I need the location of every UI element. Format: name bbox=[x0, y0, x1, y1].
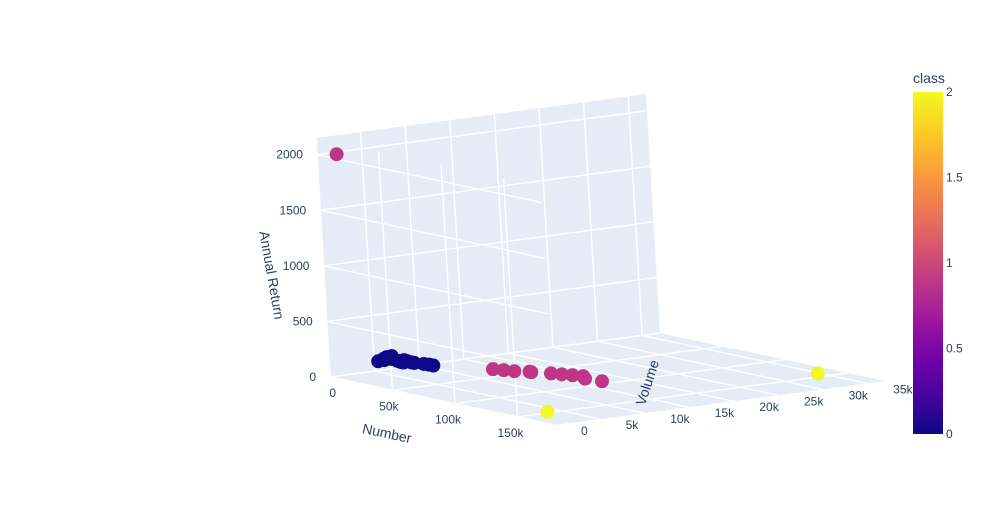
gridline-x bbox=[454, 358, 786, 405]
data-point bbox=[496, 363, 511, 378]
z-tick-label: 500 bbox=[293, 314, 313, 328]
gridline-y bbox=[538, 108, 554, 348]
gridline-z bbox=[316, 153, 543, 204]
y-tick-label: 35k bbox=[893, 382, 913, 396]
gridline-y bbox=[552, 346, 779, 396]
x-tick-label: 100k bbox=[435, 413, 462, 427]
gridline-z bbox=[329, 332, 661, 378]
scene-3d[interactable]: 0 50k 100k 150k 0 5k 10k 15k 20k 25k 30k 35k 0 500 100… bbox=[256, 94, 914, 446]
data-point bbox=[426, 358, 441, 373]
gridline-z bbox=[329, 376, 556, 426]
y-tick-label: 20k bbox=[759, 400, 779, 414]
data-point bbox=[554, 367, 569, 382]
data-point bbox=[594, 374, 609, 389]
y-tick-label: 5k bbox=[626, 418, 640, 432]
gridline-y bbox=[627, 96, 643, 336]
y-tick-label: 15k bbox=[715, 406, 735, 420]
gridline-z bbox=[326, 320, 552, 371]
gridline-y bbox=[315, 137, 331, 378]
gridline-y bbox=[419, 364, 645, 414]
data-point bbox=[329, 147, 344, 162]
data-point bbox=[810, 366, 825, 381]
gridline-y bbox=[493, 114, 510, 354]
x-tick-label: 150k bbox=[497, 426, 524, 440]
gridline-x bbox=[440, 164, 456, 404]
colorbar-tick-label: 1.5 bbox=[946, 171, 963, 185]
x-tick-label: 50k bbox=[379, 399, 399, 413]
gridline-z bbox=[323, 265, 549, 315]
y-tick-label: 0 bbox=[581, 424, 588, 438]
gridline-z bbox=[323, 221, 654, 267]
gridline-z bbox=[320, 165, 651, 211]
data-point bbox=[540, 404, 555, 419]
x-tick-label: 0 bbox=[329, 386, 336, 400]
data-point bbox=[524, 365, 539, 380]
data-point bbox=[544, 366, 559, 381]
z-axis-title: Annual Return bbox=[256, 230, 287, 321]
colorbar: class 0 0.5 1 1.5 2 bbox=[913, 70, 963, 441]
gridline-x bbox=[392, 345, 723, 392]
gridline-y bbox=[642, 334, 868, 385]
data-point bbox=[507, 364, 522, 379]
y-tick-label: 10k bbox=[670, 412, 690, 426]
data-point bbox=[397, 353, 412, 368]
gridline-z bbox=[320, 209, 546, 259]
gridline-y bbox=[582, 102, 599, 342]
gridline-y bbox=[374, 370, 600, 420]
gridline-y bbox=[597, 340, 823, 391]
data-point bbox=[578, 371, 593, 386]
colorbar-tick-label: 0 bbox=[946, 427, 953, 441]
colorbar-tick-label: 2 bbox=[946, 85, 953, 99]
z-tick-label: 1500 bbox=[280, 203, 307, 217]
y-tick-label: 30k bbox=[849, 388, 869, 402]
colorbar-tick-label: 0.5 bbox=[946, 342, 963, 356]
y-tick-label: 25k bbox=[804, 394, 824, 408]
x-axis-title: Number bbox=[361, 420, 413, 446]
colorbar-ticks: 0 0.5 1 1.5 2 bbox=[946, 85, 963, 441]
colorbar-title: class bbox=[913, 70, 945, 86]
z-tick-label: 2000 bbox=[276, 148, 303, 162]
wall-yz bbox=[316, 94, 660, 377]
gridline-z bbox=[316, 109, 648, 156]
colorbar-gradient bbox=[913, 92, 943, 434]
data-point bbox=[565, 368, 580, 383]
z-tick-label: 1000 bbox=[283, 259, 310, 273]
colorbar-tick-label: 1 bbox=[946, 256, 953, 270]
gridline-x bbox=[517, 372, 848, 418]
gridline-y bbox=[404, 126, 420, 366]
gridline-y bbox=[508, 352, 734, 402]
gridline-z bbox=[326, 276, 657, 323]
data-point bbox=[485, 362, 500, 377]
z-tick-label: 0 bbox=[309, 370, 316, 384]
